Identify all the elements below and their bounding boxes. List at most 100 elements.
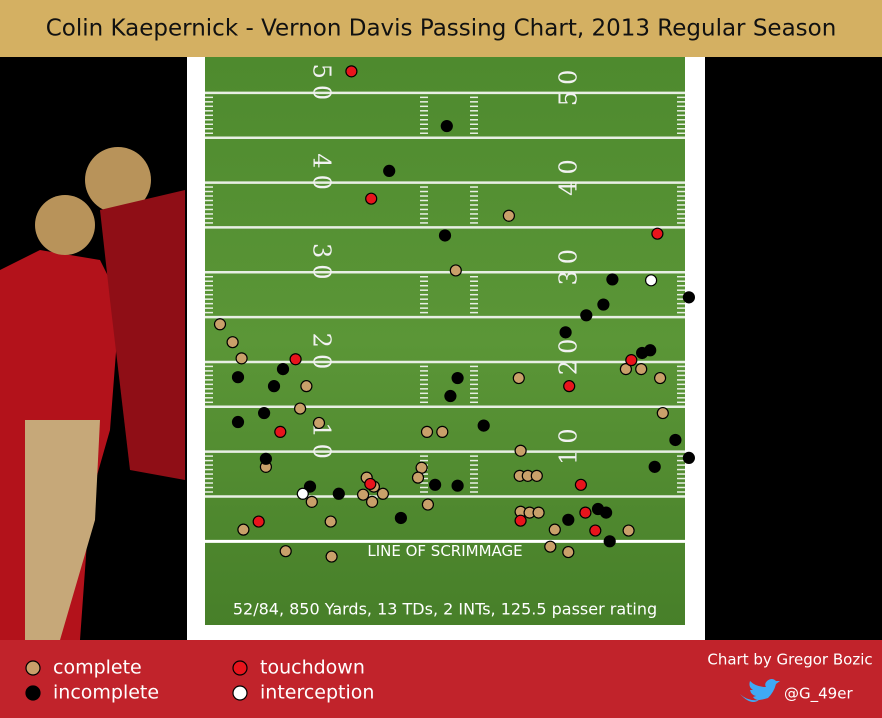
pass-point	[394, 511, 407, 525]
pass-point	[252, 515, 265, 528]
chart-title: Colin Kaepernick - Vernon Davis Passing …	[46, 16, 837, 42]
pass-point	[625, 354, 638, 367]
pass-point	[274, 425, 287, 438]
pass-point	[619, 363, 633, 376]
pass-point	[562, 545, 575, 559]
legend-label: touchdown	[260, 657, 365, 679]
legend-marker	[25, 685, 41, 701]
pass-point	[635, 363, 648, 376]
pass-point	[357, 488, 370, 501]
pass-point	[548, 523, 561, 536]
pass-point	[559, 326, 572, 339]
twitter-icon	[740, 679, 780, 702]
pass-point	[514, 514, 527, 527]
pass-point	[429, 478, 442, 491]
yard-number: 20	[555, 333, 583, 376]
pass-point	[366, 495, 379, 508]
pass-point	[444, 389, 457, 403]
pass-point	[682, 451, 696, 465]
pass-point	[365, 192, 378, 205]
legend-label: complete	[53, 657, 142, 679]
pass-point	[589, 524, 602, 537]
pass-point	[421, 498, 434, 511]
pass-point	[656, 406, 669, 420]
header	[0, 0, 882, 57]
pass-point	[512, 371, 525, 385]
pass-point	[324, 515, 337, 528]
handle: @G_49er	[784, 685, 853, 704]
pass-point	[644, 274, 658, 287]
pass-point	[312, 416, 326, 430]
pass-point	[682, 291, 696, 304]
pass-point	[235, 352, 248, 365]
footer	[0, 640, 882, 718]
pass-point	[653, 371, 667, 385]
pass-point	[651, 227, 664, 240]
pass-point	[332, 487, 345, 500]
pass-point	[449, 264, 462, 277]
yard-number: 40	[308, 153, 336, 196]
pass-point	[669, 433, 682, 447]
pass-point	[544, 540, 557, 553]
pass-point	[579, 506, 592, 519]
pass-point	[530, 469, 543, 482]
pass-point	[231, 371, 245, 384]
pass-point	[606, 273, 619, 286]
credit: Chart by Gregor Bozic	[707, 651, 872, 669]
pass-point	[597, 298, 610, 311]
yard-number: 50	[308, 64, 336, 107]
yard-number: 30	[308, 243, 336, 286]
pass-point	[289, 353, 302, 366]
yard-number: 30	[555, 243, 583, 286]
pass-point	[345, 65, 358, 78]
pass-point	[411, 471, 425, 484]
pass-point	[420, 425, 434, 438]
pass-point	[364, 477, 377, 491]
yard-number: 50	[555, 64, 583, 107]
pass-point	[562, 513, 575, 526]
yard-lines: 10 10 20 20 30 30 40 40 50 50 LINE OF SCRIMMAGE 52/…	[205, 64, 685, 619]
summary: 52/84, 850 Yards, 13 TDs, 2 INTs, 125.5 …	[233, 600, 657, 619]
pass-point	[502, 209, 515, 222]
pass-point	[580, 309, 593, 322]
pass-point	[258, 406, 271, 420]
legend-label: interception	[260, 682, 374, 704]
pass-point	[226, 336, 239, 349]
player-photo	[0, 147, 185, 640]
field	[205, 57, 685, 625]
legend-marker	[232, 685, 248, 701]
pass-point	[599, 506, 613, 519]
pass-point	[644, 344, 657, 357]
pass-point	[231, 415, 245, 429]
pass-point	[438, 229, 452, 242]
pass-point	[303, 480, 317, 493]
pass-point	[296, 487, 309, 500]
pass-point	[237, 523, 250, 536]
pass-point	[451, 371, 464, 385]
pass-point	[305, 495, 318, 508]
pass-point	[259, 452, 272, 465]
pass-point	[440, 119, 453, 133]
yard-number: 40	[555, 153, 583, 196]
pass-point	[267, 380, 281, 393]
pass-point	[574, 478, 588, 491]
pass-point	[383, 164, 396, 178]
pass-point	[279, 545, 292, 558]
legend-marker	[232, 660, 248, 676]
pass-point	[294, 402, 307, 415]
pass-point	[622, 524, 635, 537]
pass-point	[325, 550, 338, 563]
pass-point	[603, 535, 616, 548]
pass-point	[213, 318, 227, 331]
scrimmage-label: LINE OF SCRIMMAGE	[367, 542, 522, 560]
pass-point	[477, 419, 490, 432]
legend-marker	[25, 660, 41, 676]
pass-point	[436, 425, 449, 438]
pass-point	[648, 460, 661, 473]
yard-number: 20	[308, 333, 336, 376]
pass-point	[300, 380, 313, 393]
pass-point	[276, 363, 290, 376]
pass-point	[563, 380, 576, 393]
pass-point	[514, 444, 527, 457]
